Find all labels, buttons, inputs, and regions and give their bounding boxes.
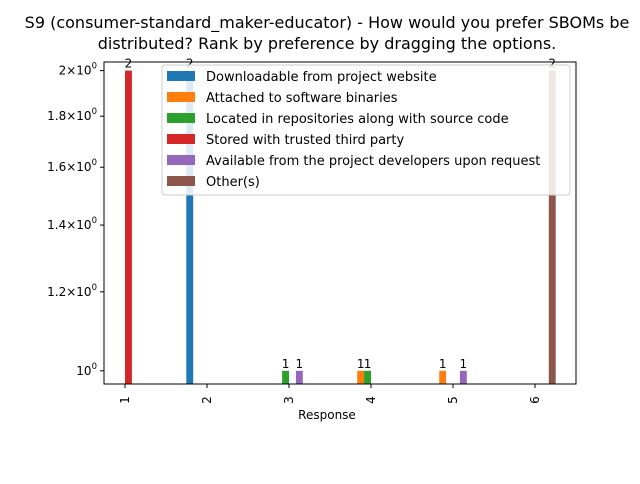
x-tick-label: 1 — [118, 396, 132, 404]
y-tick-label: 1.4×100 — [47, 216, 97, 232]
chart-title-line-1: S9 (consumer-standard_maker-educator) - … — [25, 13, 630, 33]
legend-label: Attached to software binaries — [206, 91, 398, 106]
legend-label: Downloadable from project website — [206, 70, 437, 85]
data-label: 1 — [357, 357, 365, 371]
axes-frame — [103, 61, 577, 385]
plot-area: 21 11 121 121001.2×1001.4×1001.6×1001.8×100… — [47, 57, 577, 404]
x-tick-label: 5 — [446, 396, 460, 404]
x-tick-label: 4 — [364, 396, 378, 404]
legend-box — [161, 64, 571, 196]
legend-swatch — [167, 113, 195, 123]
legend-label: Stored with trusted third party — [206, 133, 404, 148]
bar — [364, 370, 371, 384]
legend-swatch — [167, 71, 195, 81]
data-label: 1 — [364, 357, 372, 371]
y-tick-label: 1.8×100 — [47, 107, 97, 123]
legend-swatch — [167, 134, 195, 144]
y-tick-label: 1.2×100 — [47, 283, 97, 299]
bar — [295, 370, 303, 384]
data-label: 1 — [460, 357, 468, 371]
chart-title-line-2: distributed? Rank by preference by dragg… — [98, 34, 557, 53]
legend-swatch — [167, 92, 195, 102]
bar — [125, 70, 132, 385]
legend-swatch — [167, 176, 195, 186]
bar — [439, 370, 447, 384]
data-label: 1 — [282, 357, 290, 371]
bar — [357, 370, 365, 384]
y-tick-label: 1.6×100 — [47, 158, 97, 174]
data-label: 1 — [439, 357, 447, 371]
legend: Downloadable from project website Attache… — [161, 64, 571, 196]
x-tick-label: 2 — [200, 396, 214, 404]
y-tick-label: 100 — [76, 362, 97, 378]
x-axis-label: Response — [298, 408, 356, 422]
bar — [548, 70, 556, 385]
data-label: 1 — [296, 357, 304, 371]
legend-swatch — [167, 155, 195, 165]
legend-label: Other(s) — [206, 175, 260, 190]
legend-label: Located in repositories along with sourc… — [206, 112, 509, 127]
x-tick-label: 3 — [282, 396, 296, 404]
bar — [282, 370, 289, 384]
data-label: 2 — [186, 57, 194, 71]
y-tick-label: 2×100 — [59, 62, 97, 78]
data-label: 2 — [548, 57, 556, 71]
bar — [459, 370, 467, 384]
x-tick-label: 6 — [528, 396, 542, 404]
data-label: 2 — [125, 57, 133, 71]
bar — [186, 70, 194, 385]
legend-label: Available from the project developers up… — [206, 154, 540, 169]
